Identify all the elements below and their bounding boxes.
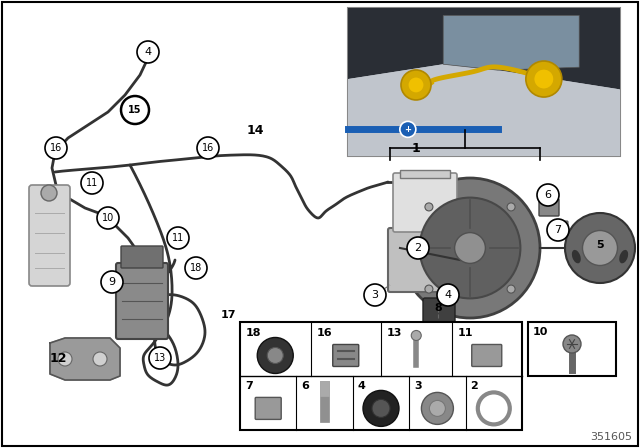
Circle shape bbox=[372, 400, 390, 418]
Text: 16: 16 bbox=[317, 328, 332, 338]
Circle shape bbox=[93, 352, 107, 366]
Text: 6: 6 bbox=[301, 381, 309, 391]
FancyBboxPatch shape bbox=[472, 345, 502, 366]
Circle shape bbox=[507, 203, 515, 211]
FancyBboxPatch shape bbox=[255, 397, 281, 419]
Text: 6: 6 bbox=[545, 190, 552, 200]
Text: 13: 13 bbox=[154, 353, 166, 363]
Ellipse shape bbox=[620, 250, 628, 263]
Polygon shape bbox=[348, 64, 620, 156]
Circle shape bbox=[400, 178, 540, 318]
FancyBboxPatch shape bbox=[29, 185, 70, 286]
Circle shape bbox=[429, 401, 445, 416]
FancyBboxPatch shape bbox=[333, 345, 359, 366]
Circle shape bbox=[437, 284, 459, 306]
Circle shape bbox=[45, 137, 67, 159]
FancyBboxPatch shape bbox=[116, 263, 168, 339]
Circle shape bbox=[401, 70, 431, 100]
Circle shape bbox=[101, 271, 123, 293]
Circle shape bbox=[563, 335, 581, 353]
Circle shape bbox=[268, 348, 284, 363]
Bar bbox=[240, 322, 522, 430]
Text: 11: 11 bbox=[172, 233, 184, 243]
Circle shape bbox=[58, 352, 72, 366]
FancyBboxPatch shape bbox=[539, 199, 559, 216]
Text: 3: 3 bbox=[414, 381, 422, 391]
FancyBboxPatch shape bbox=[388, 228, 462, 292]
Text: 5: 5 bbox=[596, 240, 604, 250]
Circle shape bbox=[478, 392, 510, 424]
Circle shape bbox=[257, 337, 293, 374]
Text: 1: 1 bbox=[412, 142, 420, 155]
Circle shape bbox=[421, 392, 453, 424]
Polygon shape bbox=[348, 8, 620, 90]
Text: 4: 4 bbox=[145, 47, 152, 57]
Bar bbox=[528, 322, 616, 376]
Text: 16: 16 bbox=[50, 143, 62, 153]
FancyBboxPatch shape bbox=[393, 173, 457, 232]
Text: 9: 9 bbox=[108, 277, 116, 287]
Text: 18: 18 bbox=[190, 263, 202, 273]
Circle shape bbox=[412, 331, 421, 340]
Text: 2: 2 bbox=[470, 381, 478, 391]
Text: 11: 11 bbox=[458, 328, 473, 338]
Circle shape bbox=[197, 137, 219, 159]
Ellipse shape bbox=[572, 250, 580, 263]
Text: 351605: 351605 bbox=[590, 432, 632, 442]
Text: 2: 2 bbox=[415, 243, 422, 253]
Circle shape bbox=[454, 233, 485, 263]
Circle shape bbox=[364, 284, 386, 306]
Circle shape bbox=[526, 61, 562, 97]
Text: 8: 8 bbox=[434, 303, 442, 313]
Circle shape bbox=[408, 77, 424, 93]
Text: 3: 3 bbox=[371, 290, 378, 300]
Circle shape bbox=[167, 227, 189, 249]
Circle shape bbox=[142, 46, 154, 58]
Circle shape bbox=[185, 257, 207, 279]
Text: 10: 10 bbox=[533, 327, 548, 337]
Text: +: + bbox=[404, 125, 412, 134]
FancyBboxPatch shape bbox=[121, 246, 163, 268]
Circle shape bbox=[97, 207, 119, 229]
Circle shape bbox=[137, 41, 159, 63]
Circle shape bbox=[363, 390, 399, 426]
Circle shape bbox=[425, 285, 433, 293]
Circle shape bbox=[149, 347, 171, 369]
Text: 15: 15 bbox=[128, 105, 141, 115]
FancyBboxPatch shape bbox=[423, 298, 455, 324]
Bar bbox=[400, 170, 450, 178]
FancyBboxPatch shape bbox=[552, 221, 568, 235]
Circle shape bbox=[582, 231, 618, 266]
Circle shape bbox=[41, 185, 57, 201]
Text: 7: 7 bbox=[245, 381, 253, 391]
Text: 18: 18 bbox=[246, 328, 262, 338]
Polygon shape bbox=[443, 15, 579, 70]
Bar bbox=[348, 8, 620, 156]
Text: 13: 13 bbox=[387, 328, 403, 338]
Text: 16: 16 bbox=[202, 143, 214, 153]
Circle shape bbox=[407, 237, 429, 259]
Text: 4: 4 bbox=[444, 290, 452, 300]
Polygon shape bbox=[50, 338, 120, 380]
Circle shape bbox=[425, 203, 433, 211]
Circle shape bbox=[534, 69, 554, 89]
Circle shape bbox=[565, 213, 635, 283]
Circle shape bbox=[81, 172, 103, 194]
Text: 7: 7 bbox=[554, 225, 561, 235]
Text: 11: 11 bbox=[86, 178, 98, 188]
Circle shape bbox=[537, 184, 559, 206]
Text: 17: 17 bbox=[220, 310, 236, 320]
Text: 12: 12 bbox=[49, 352, 67, 365]
Circle shape bbox=[420, 198, 520, 298]
Circle shape bbox=[400, 121, 416, 138]
Circle shape bbox=[121, 96, 149, 124]
Text: 10: 10 bbox=[102, 213, 114, 223]
Circle shape bbox=[547, 219, 569, 241]
Text: 4: 4 bbox=[358, 381, 365, 391]
Text: 14: 14 bbox=[246, 124, 264, 137]
Circle shape bbox=[507, 285, 515, 293]
